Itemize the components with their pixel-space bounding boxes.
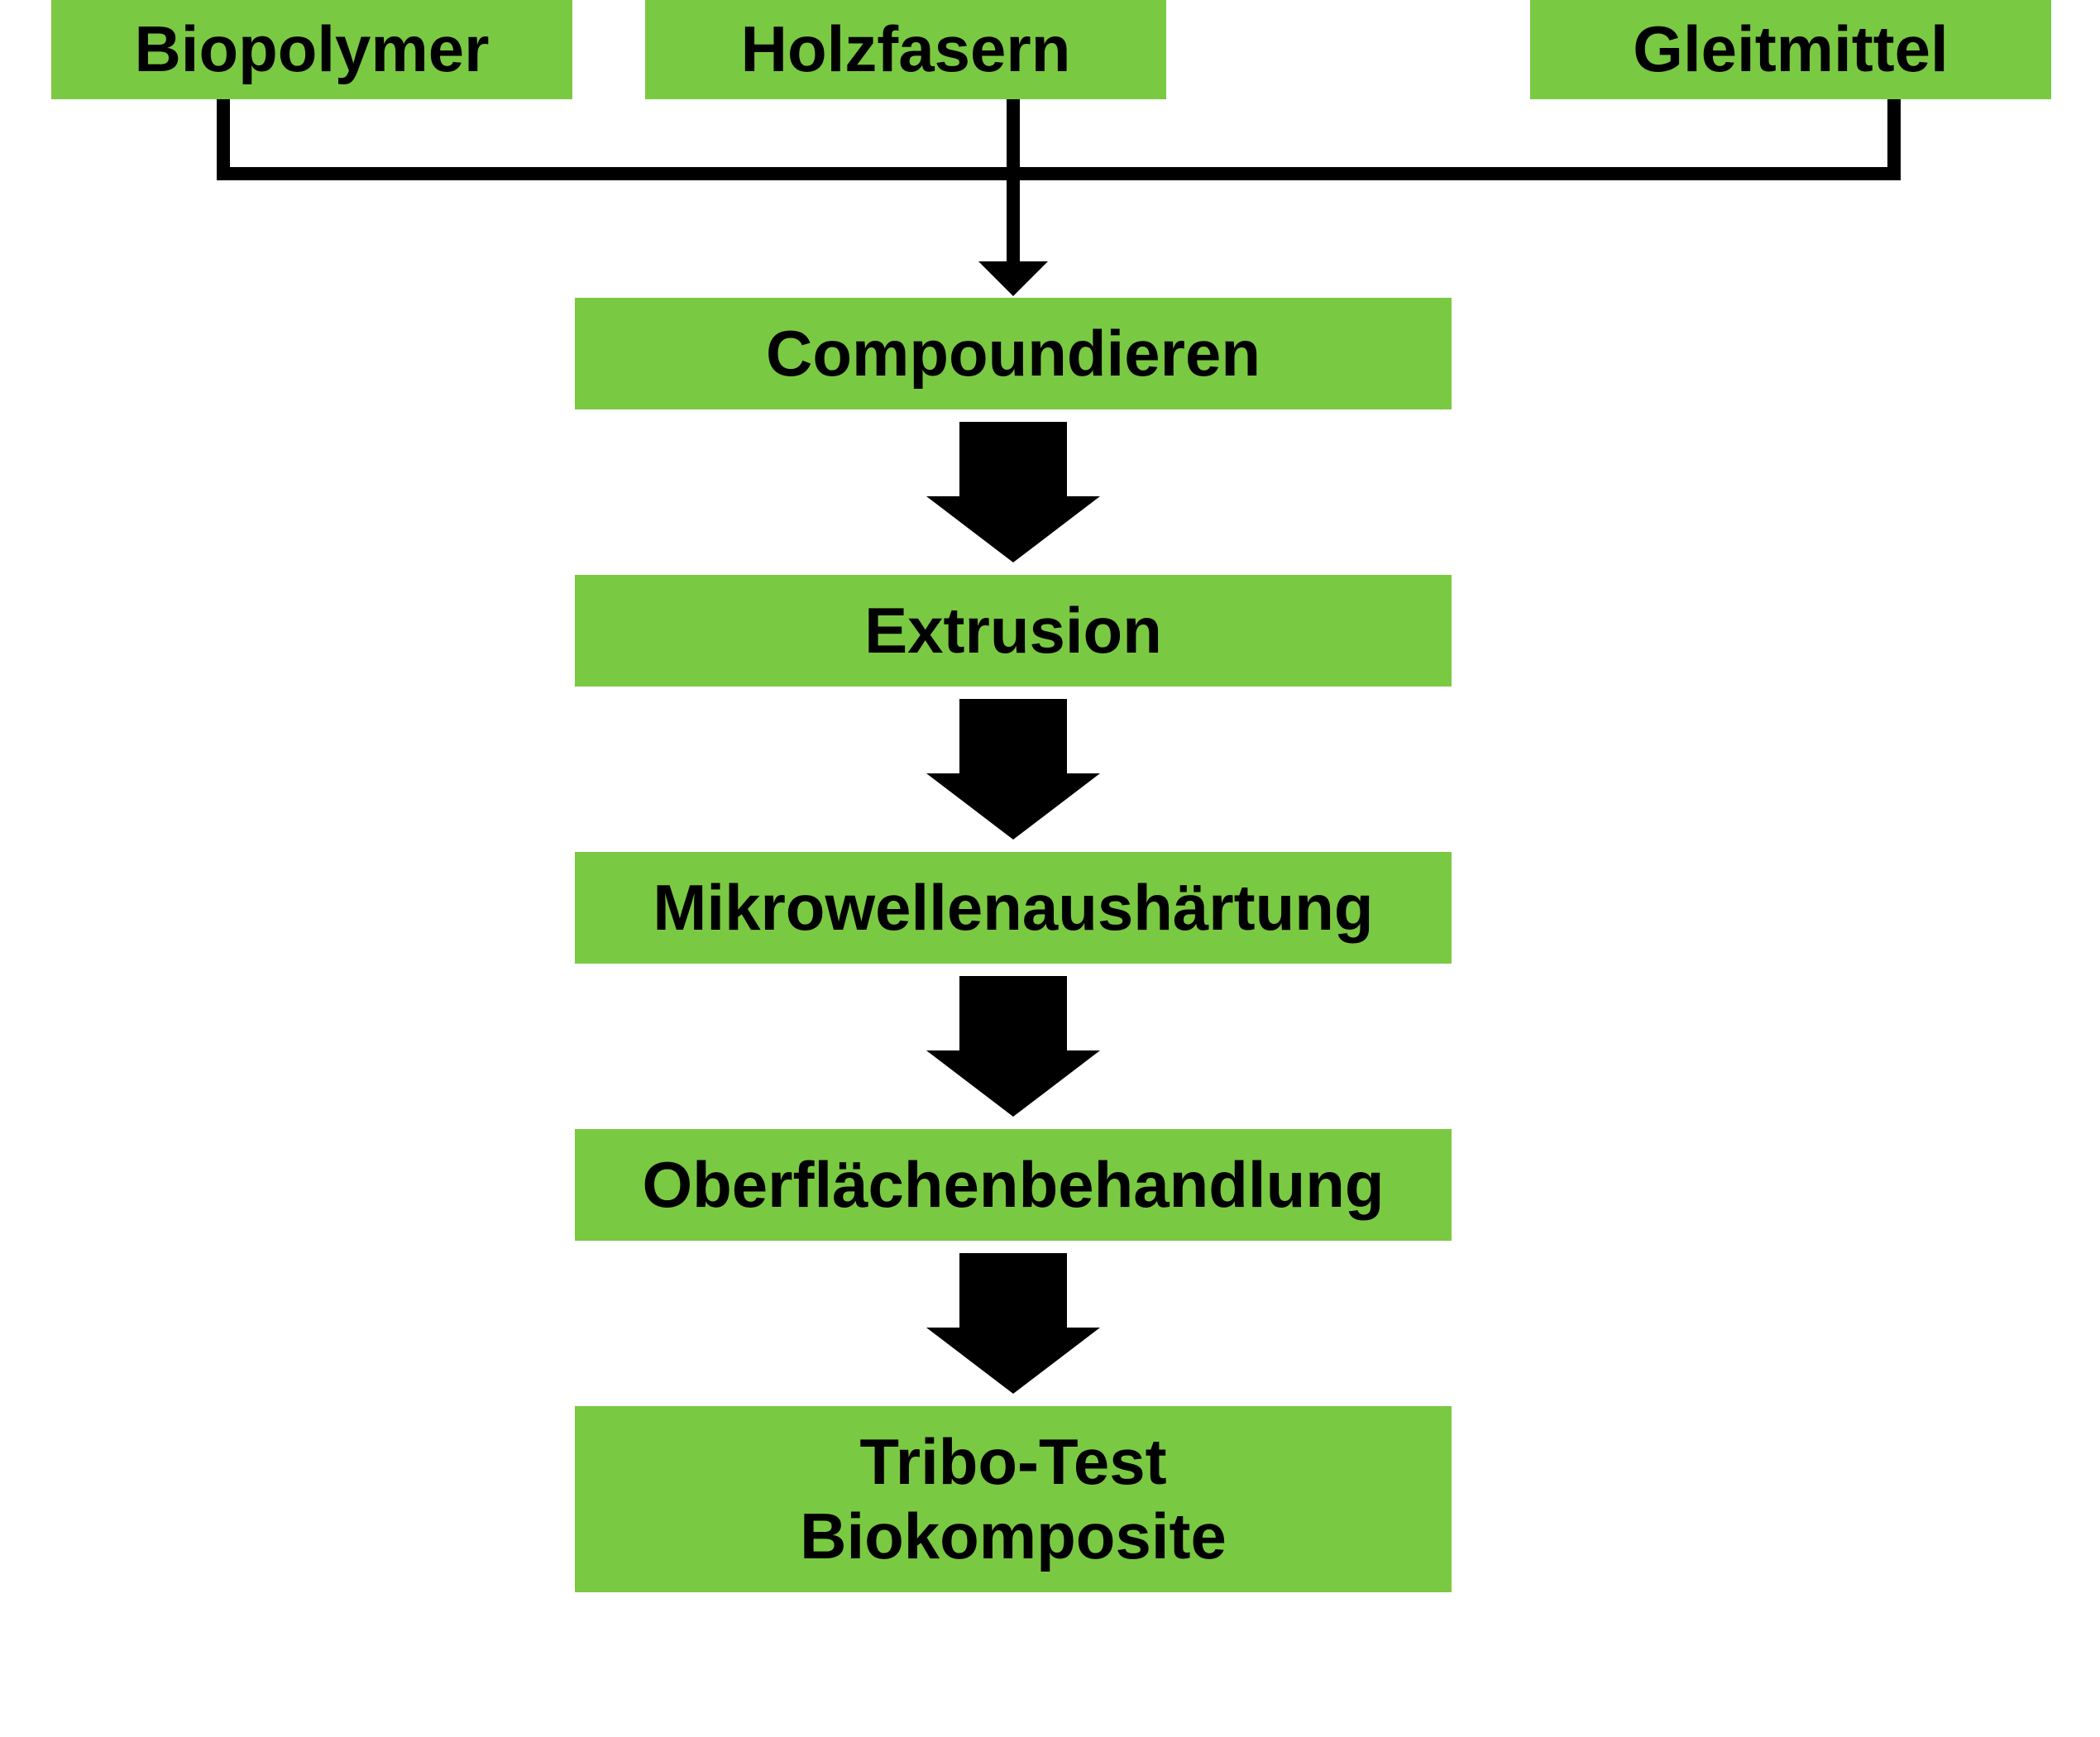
flow-node-compound: Compoundieren <box>575 298 1452 409</box>
flow-arrow-2 <box>926 699 1100 840</box>
flow-arrow-1 <box>926 422 1100 562</box>
connector-stem <box>1007 174 1020 265</box>
flow-node-gleitmittel: Gleitmittel <box>1530 0 2051 99</box>
flow-node-tribo: Tribo-Test Biokomposite <box>575 1406 1452 1592</box>
flow-arrow-4 <box>926 1253 1100 1394</box>
connector-horizontal <box>217 167 1901 180</box>
flow-arrow-3 <box>926 976 1100 1117</box>
connector-drop-left <box>217 99 230 174</box>
connector-arrowhead <box>978 261 1048 296</box>
flow-node-biopolymer: Biopolymer <box>51 0 572 99</box>
connector-drop-center <box>1007 99 1020 174</box>
flow-node-extrusion: Extrusion <box>575 575 1452 687</box>
flow-node-mikro: Mikrowellenaushärtung <box>575 852 1452 964</box>
connector-drop-right <box>1887 99 1901 174</box>
flow-node-holzfasern: Holzfasern <box>645 0 1166 99</box>
flow-node-oberflaeche: Oberflächenbehandlung <box>575 1129 1452 1241</box>
